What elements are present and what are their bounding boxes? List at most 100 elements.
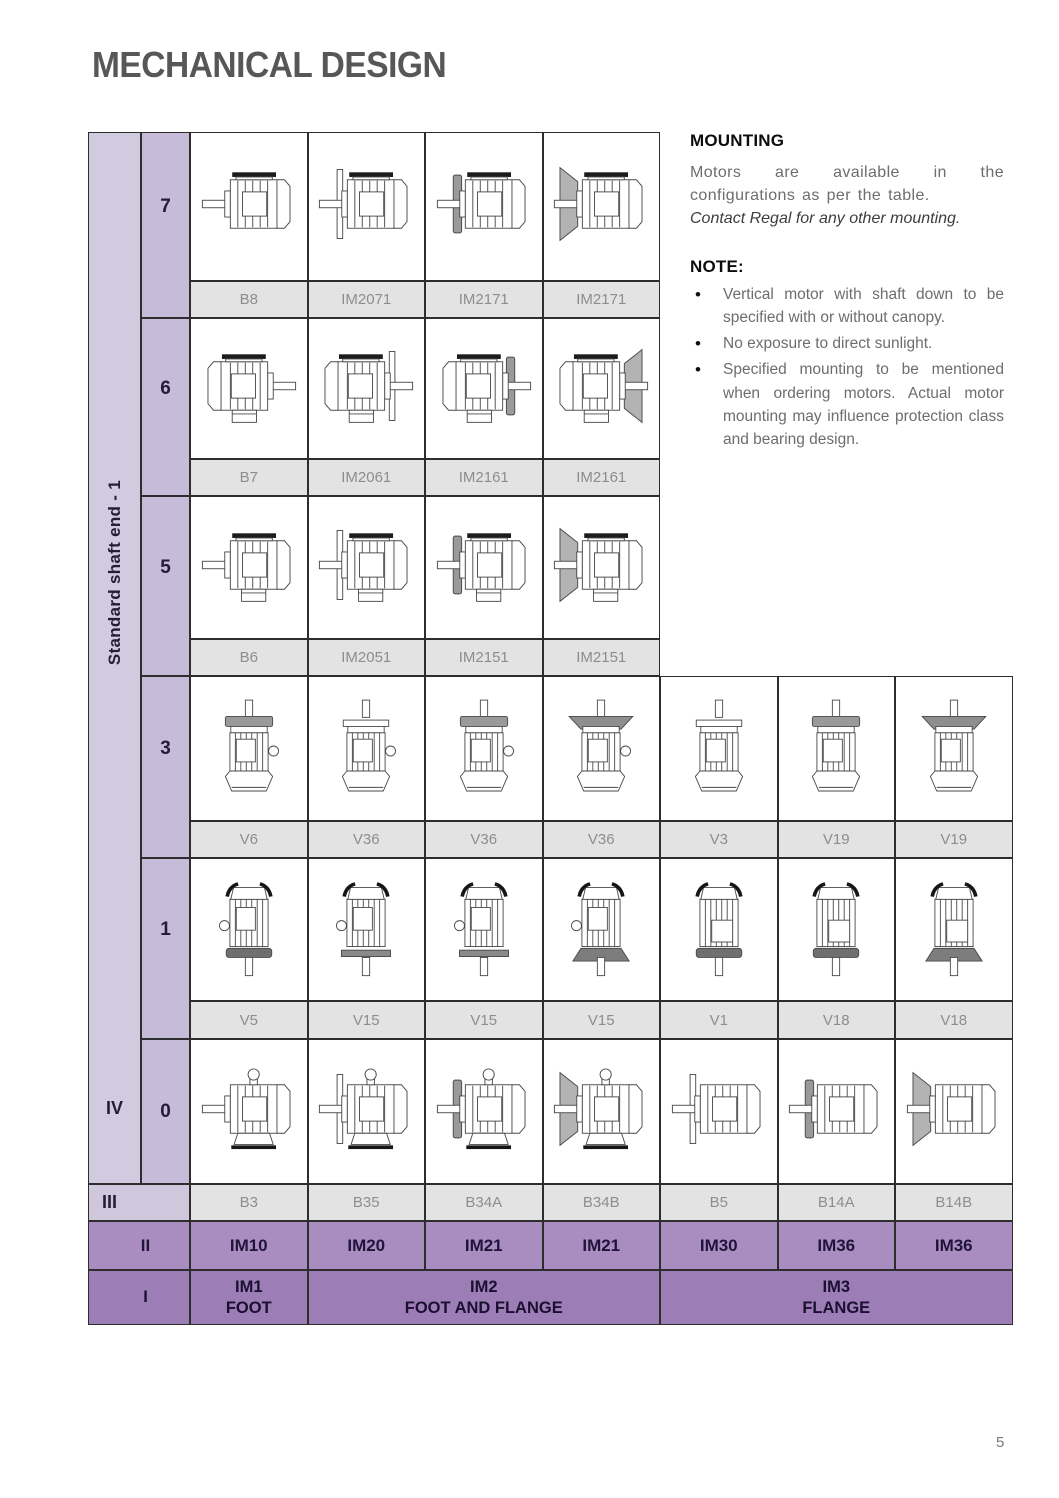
motor-drawing-icon — [429, 339, 539, 438]
note-heading: NOTE: — [690, 256, 744, 276]
mounting-code-cell: V36 — [307, 821, 425, 858]
mounting-code-cell: V19 — [777, 821, 895, 858]
shaft-position-number: 6 — [141, 318, 190, 496]
motor-cell — [895, 858, 1013, 1001]
mounting-code-cell: B3 — [190, 1184, 308, 1221]
motor-drawing-icon — [311, 1062, 421, 1161]
im-group-cell: IM2 FOOT AND FLANGE — [307, 1270, 660, 1325]
motor-drawing-icon — [194, 518, 304, 617]
motor-drawing-icon — [786, 868, 886, 991]
im-code-cell: IM36 — [895, 1221, 1013, 1270]
mounting-code-cell: B34B — [542, 1184, 660, 1221]
motor-drawing-icon — [311, 339, 421, 438]
motor-drawing-icon — [429, 518, 539, 617]
im-code-cell: IM30 — [660, 1221, 778, 1270]
axis-ii-label: II — [88, 1221, 190, 1270]
mounting-code-cell: V18 — [895, 1001, 1013, 1039]
mounting-code-cell: V15 — [307, 1001, 425, 1039]
mounting-code-cell: V6 — [190, 821, 308, 858]
motor-cell — [425, 1039, 543, 1184]
note-item: Vertical motor with shaft down to be spe… — [690, 282, 1004, 330]
motor-cell — [190, 1039, 308, 1184]
shaft-end-label: Standard shaft end - 1 — [104, 480, 124, 666]
shaft-position-number: 3 — [141, 676, 190, 858]
motor-cell — [660, 858, 778, 1001]
motor-drawing-icon — [551, 868, 651, 991]
mounting-code-cell: V19 — [895, 821, 1013, 858]
shaft-position-number: 5 — [141, 496, 190, 676]
mounting-code-cell: V1 — [660, 1001, 778, 1039]
shaft-position-number: 1 — [141, 858, 190, 1039]
motor-drawing-icon — [781, 1062, 891, 1161]
motor-cell — [307, 496, 425, 639]
motor-cell — [542, 676, 660, 821]
motor-drawing-icon — [669, 687, 769, 810]
mounting-code-cell: B34A — [425, 1184, 543, 1221]
motor-drawing-icon — [434, 868, 534, 991]
mounting-code-cell: V36 — [425, 821, 543, 858]
motor-cell — [190, 858, 308, 1001]
mounting-code-cell: IM2161 — [542, 459, 660, 496]
motor-drawing-icon — [546, 157, 656, 256]
mounting-heading: MOUNTING — [690, 131, 785, 150]
motor-drawing-icon — [664, 1062, 774, 1161]
mounting-code-cell: B8 — [190, 281, 308, 318]
mounting-info-panel: MOUNTING Motors are available in the con… — [690, 131, 1004, 454]
im-group-code: IM2 — [469, 1277, 498, 1296]
motor-cell — [307, 318, 425, 459]
motor-drawing-icon — [429, 157, 539, 256]
motor-drawing-icon — [546, 1062, 656, 1161]
im-code-cell: IM21 — [425, 1221, 543, 1270]
mounting-configuration-table: Standard shaft end - 1 IV 7 B8 IM2071 IM2171 I… — [88, 132, 1013, 1325]
im-group-name: FOOT — [225, 1298, 272, 1317]
mounting-code-cell: B5 — [660, 1184, 778, 1221]
mounting-italic-text: Contact Regal for any other mounting. — [690, 210, 961, 228]
motor-cell — [307, 132, 425, 281]
motor-drawing-icon — [904, 868, 1004, 991]
motor-cell — [777, 858, 895, 1001]
motor-cell — [660, 676, 778, 821]
motor-drawing-icon — [311, 157, 421, 256]
motor-drawing-icon — [904, 687, 1004, 810]
page-title: MECHANICAL DESIGN — [92, 44, 447, 85]
motor-drawing-icon — [551, 687, 651, 810]
mounting-code-cell: B14B — [895, 1184, 1013, 1221]
mounting-code-cell: V5 — [190, 1001, 308, 1039]
motor-cell — [425, 858, 543, 1001]
im-code-cell: IM21 — [542, 1221, 660, 1270]
im-group-code: IM1 — [234, 1277, 263, 1296]
motor-drawing-icon — [546, 339, 656, 438]
motor-drawing-icon — [316, 868, 416, 991]
note-section: NOTE: Vertical motor with shaft down to … — [690, 257, 1004, 452]
motor-cell — [542, 132, 660, 281]
motor-drawing-icon — [199, 687, 299, 810]
im-group-cell: IM1 FOOT — [190, 1270, 308, 1325]
mounting-code-cell: V3 — [660, 821, 778, 858]
mounting-code-cell: IM2051 — [307, 639, 425, 676]
mounting-body-text: Motors are available in the configuratio… — [690, 164, 1004, 205]
page-number: 5 — [996, 1434, 1005, 1451]
motor-drawing-icon — [786, 687, 886, 810]
motor-drawing-icon — [194, 157, 304, 256]
mounting-code-cell: V18 — [777, 1001, 895, 1039]
motor-cell — [895, 676, 1013, 821]
shaft-end-sidebar: Standard shaft end - 1 IV — [88, 132, 141, 1184]
motor-cell — [895, 1039, 1013, 1184]
motor-cell — [660, 1039, 778, 1184]
note-item: Specified mounting to be mentioned when … — [690, 357, 1004, 451]
motor-cell — [777, 1039, 895, 1184]
motor-cell — [190, 496, 308, 639]
motor-drawing-icon — [199, 868, 299, 991]
im-group-cell: IM3 FLANGE — [660, 1270, 1013, 1325]
mounting-code-cell: B7 — [190, 459, 308, 496]
motor-cell — [307, 858, 425, 1001]
motor-drawing-icon — [194, 1062, 304, 1161]
motor-cell — [190, 318, 308, 459]
im-code-cell: IM20 — [307, 1221, 425, 1270]
mounting-code-cell: V15 — [425, 1001, 543, 1039]
mounting-code-cell: B6 — [190, 639, 308, 676]
motor-drawing-icon — [546, 518, 656, 617]
motor-cell — [542, 496, 660, 639]
motor-cell — [542, 318, 660, 459]
